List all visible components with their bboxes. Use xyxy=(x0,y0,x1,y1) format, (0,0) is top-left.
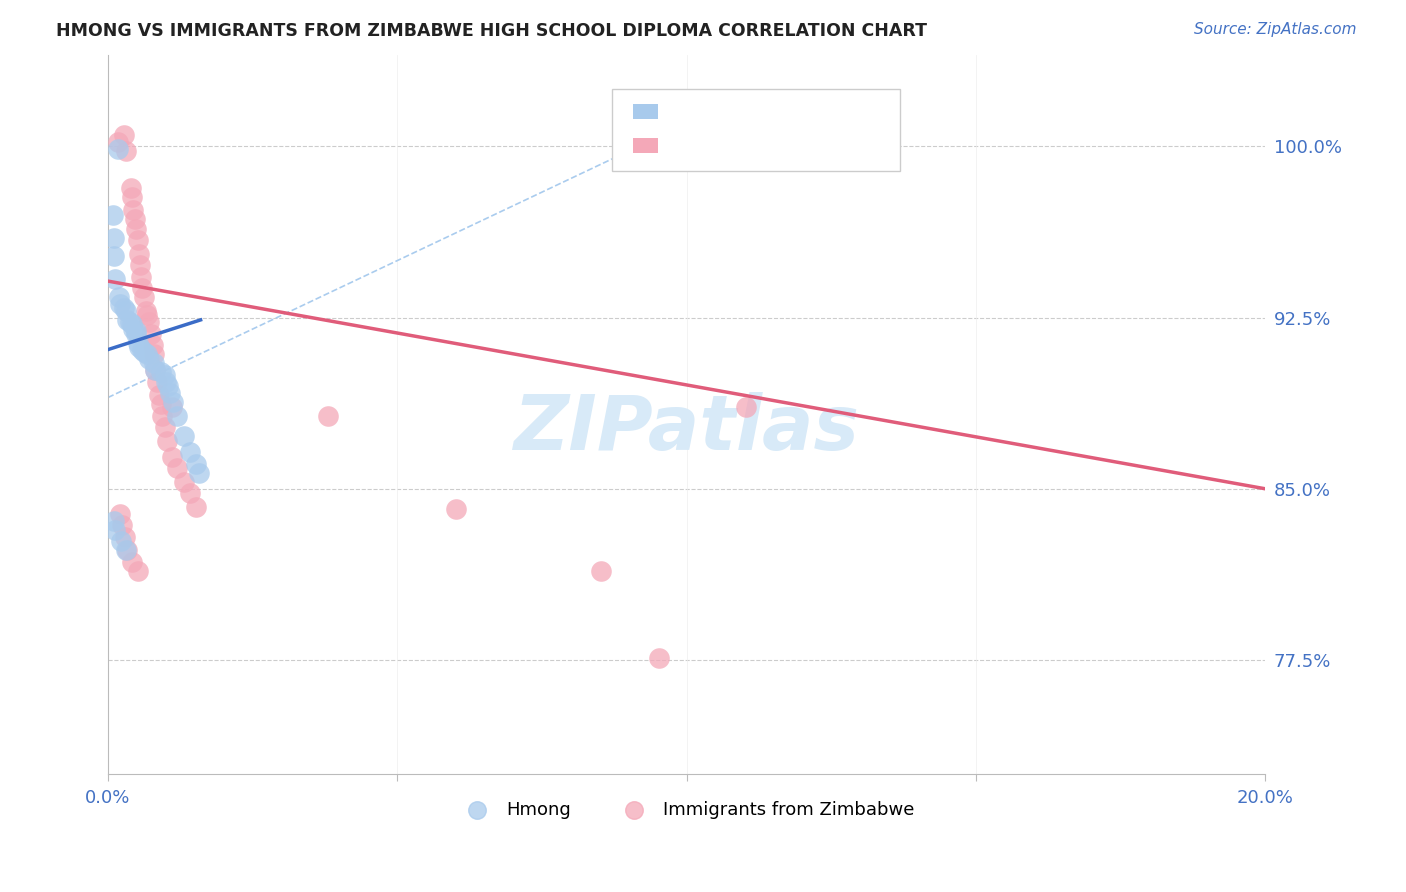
Legend: Hmong, Immigrants from Zimbabwe: Hmong, Immigrants from Zimbabwe xyxy=(451,794,921,826)
Point xyxy=(131,343,153,357)
Point xyxy=(138,351,160,366)
Point xyxy=(166,461,188,475)
Point xyxy=(121,318,143,332)
Point xyxy=(127,233,149,247)
Point xyxy=(157,379,180,393)
Point xyxy=(131,281,153,295)
Point xyxy=(110,534,132,549)
Point xyxy=(103,231,125,245)
Point xyxy=(115,543,138,558)
Point xyxy=(318,409,340,423)
Point xyxy=(104,272,127,286)
Point xyxy=(145,363,167,377)
Text: ZIPatlas: ZIPatlas xyxy=(513,392,859,466)
Point xyxy=(125,326,148,341)
Point xyxy=(173,475,195,489)
Point xyxy=(146,375,169,389)
Point xyxy=(121,189,143,203)
Point xyxy=(160,450,183,464)
Point xyxy=(115,144,138,158)
Point xyxy=(149,397,172,411)
Text: 0.168: 0.168 xyxy=(717,103,775,120)
Point xyxy=(179,445,201,459)
Point xyxy=(107,142,129,156)
Point xyxy=(104,523,127,537)
Point xyxy=(125,324,148,338)
Point xyxy=(141,338,163,352)
Point xyxy=(155,375,177,389)
Point xyxy=(103,249,125,263)
Point xyxy=(120,180,142,194)
Point xyxy=(150,409,173,423)
Point xyxy=(156,434,179,448)
Point xyxy=(112,128,135,142)
Point xyxy=(173,429,195,443)
Point xyxy=(166,409,188,423)
Point xyxy=(127,564,149,578)
Text: R =: R = xyxy=(665,103,704,120)
Point xyxy=(132,290,155,304)
Point xyxy=(115,313,138,327)
Point xyxy=(162,395,184,409)
Point xyxy=(118,315,141,329)
Point xyxy=(122,203,145,218)
Point xyxy=(112,301,135,316)
Point xyxy=(149,365,172,379)
Point xyxy=(132,344,155,359)
Text: HMONG VS IMMIGRANTS FROM ZIMBABWE HIGH SCHOOL DIPLOMA CORRELATION CHART: HMONG VS IMMIGRANTS FROM ZIMBABWE HIGH S… xyxy=(56,22,927,40)
Point xyxy=(153,368,176,382)
Point xyxy=(103,514,125,528)
Point xyxy=(122,322,145,336)
Point xyxy=(648,650,671,665)
Point xyxy=(591,564,613,578)
Text: N =: N = xyxy=(768,136,807,154)
Text: N =: N = xyxy=(768,103,807,120)
Point xyxy=(108,297,131,311)
Point xyxy=(128,258,150,272)
Point xyxy=(159,386,181,401)
Point xyxy=(121,555,143,569)
Text: R =: R = xyxy=(665,136,704,154)
Point xyxy=(142,347,165,361)
Point xyxy=(145,363,167,377)
Point xyxy=(184,457,207,471)
Point xyxy=(135,303,157,318)
Text: Source: ZipAtlas.com: Source: ZipAtlas.com xyxy=(1194,22,1357,37)
Point xyxy=(115,543,138,558)
Point xyxy=(188,466,211,480)
Point xyxy=(127,335,149,350)
Point xyxy=(103,208,125,222)
Point xyxy=(136,347,159,361)
Text: -0.258: -0.258 xyxy=(710,136,775,154)
Point xyxy=(124,212,146,227)
Text: 38: 38 xyxy=(815,103,841,120)
Point xyxy=(128,246,150,260)
Point xyxy=(179,486,201,500)
Point xyxy=(142,356,165,370)
Point xyxy=(114,530,136,544)
Point xyxy=(107,135,129,149)
Point xyxy=(138,315,160,329)
Text: 44: 44 xyxy=(815,136,841,154)
Point xyxy=(128,340,150,354)
Point xyxy=(153,420,176,434)
Point xyxy=(734,400,756,414)
Point xyxy=(139,326,162,341)
Point xyxy=(148,388,170,402)
Point xyxy=(111,518,134,533)
Point xyxy=(446,502,468,516)
Point xyxy=(108,507,131,521)
Point xyxy=(115,303,138,318)
Point xyxy=(125,221,148,235)
Point xyxy=(160,400,183,414)
Point xyxy=(108,290,131,304)
Point xyxy=(184,500,207,514)
Point xyxy=(129,269,152,284)
Point xyxy=(136,309,159,323)
